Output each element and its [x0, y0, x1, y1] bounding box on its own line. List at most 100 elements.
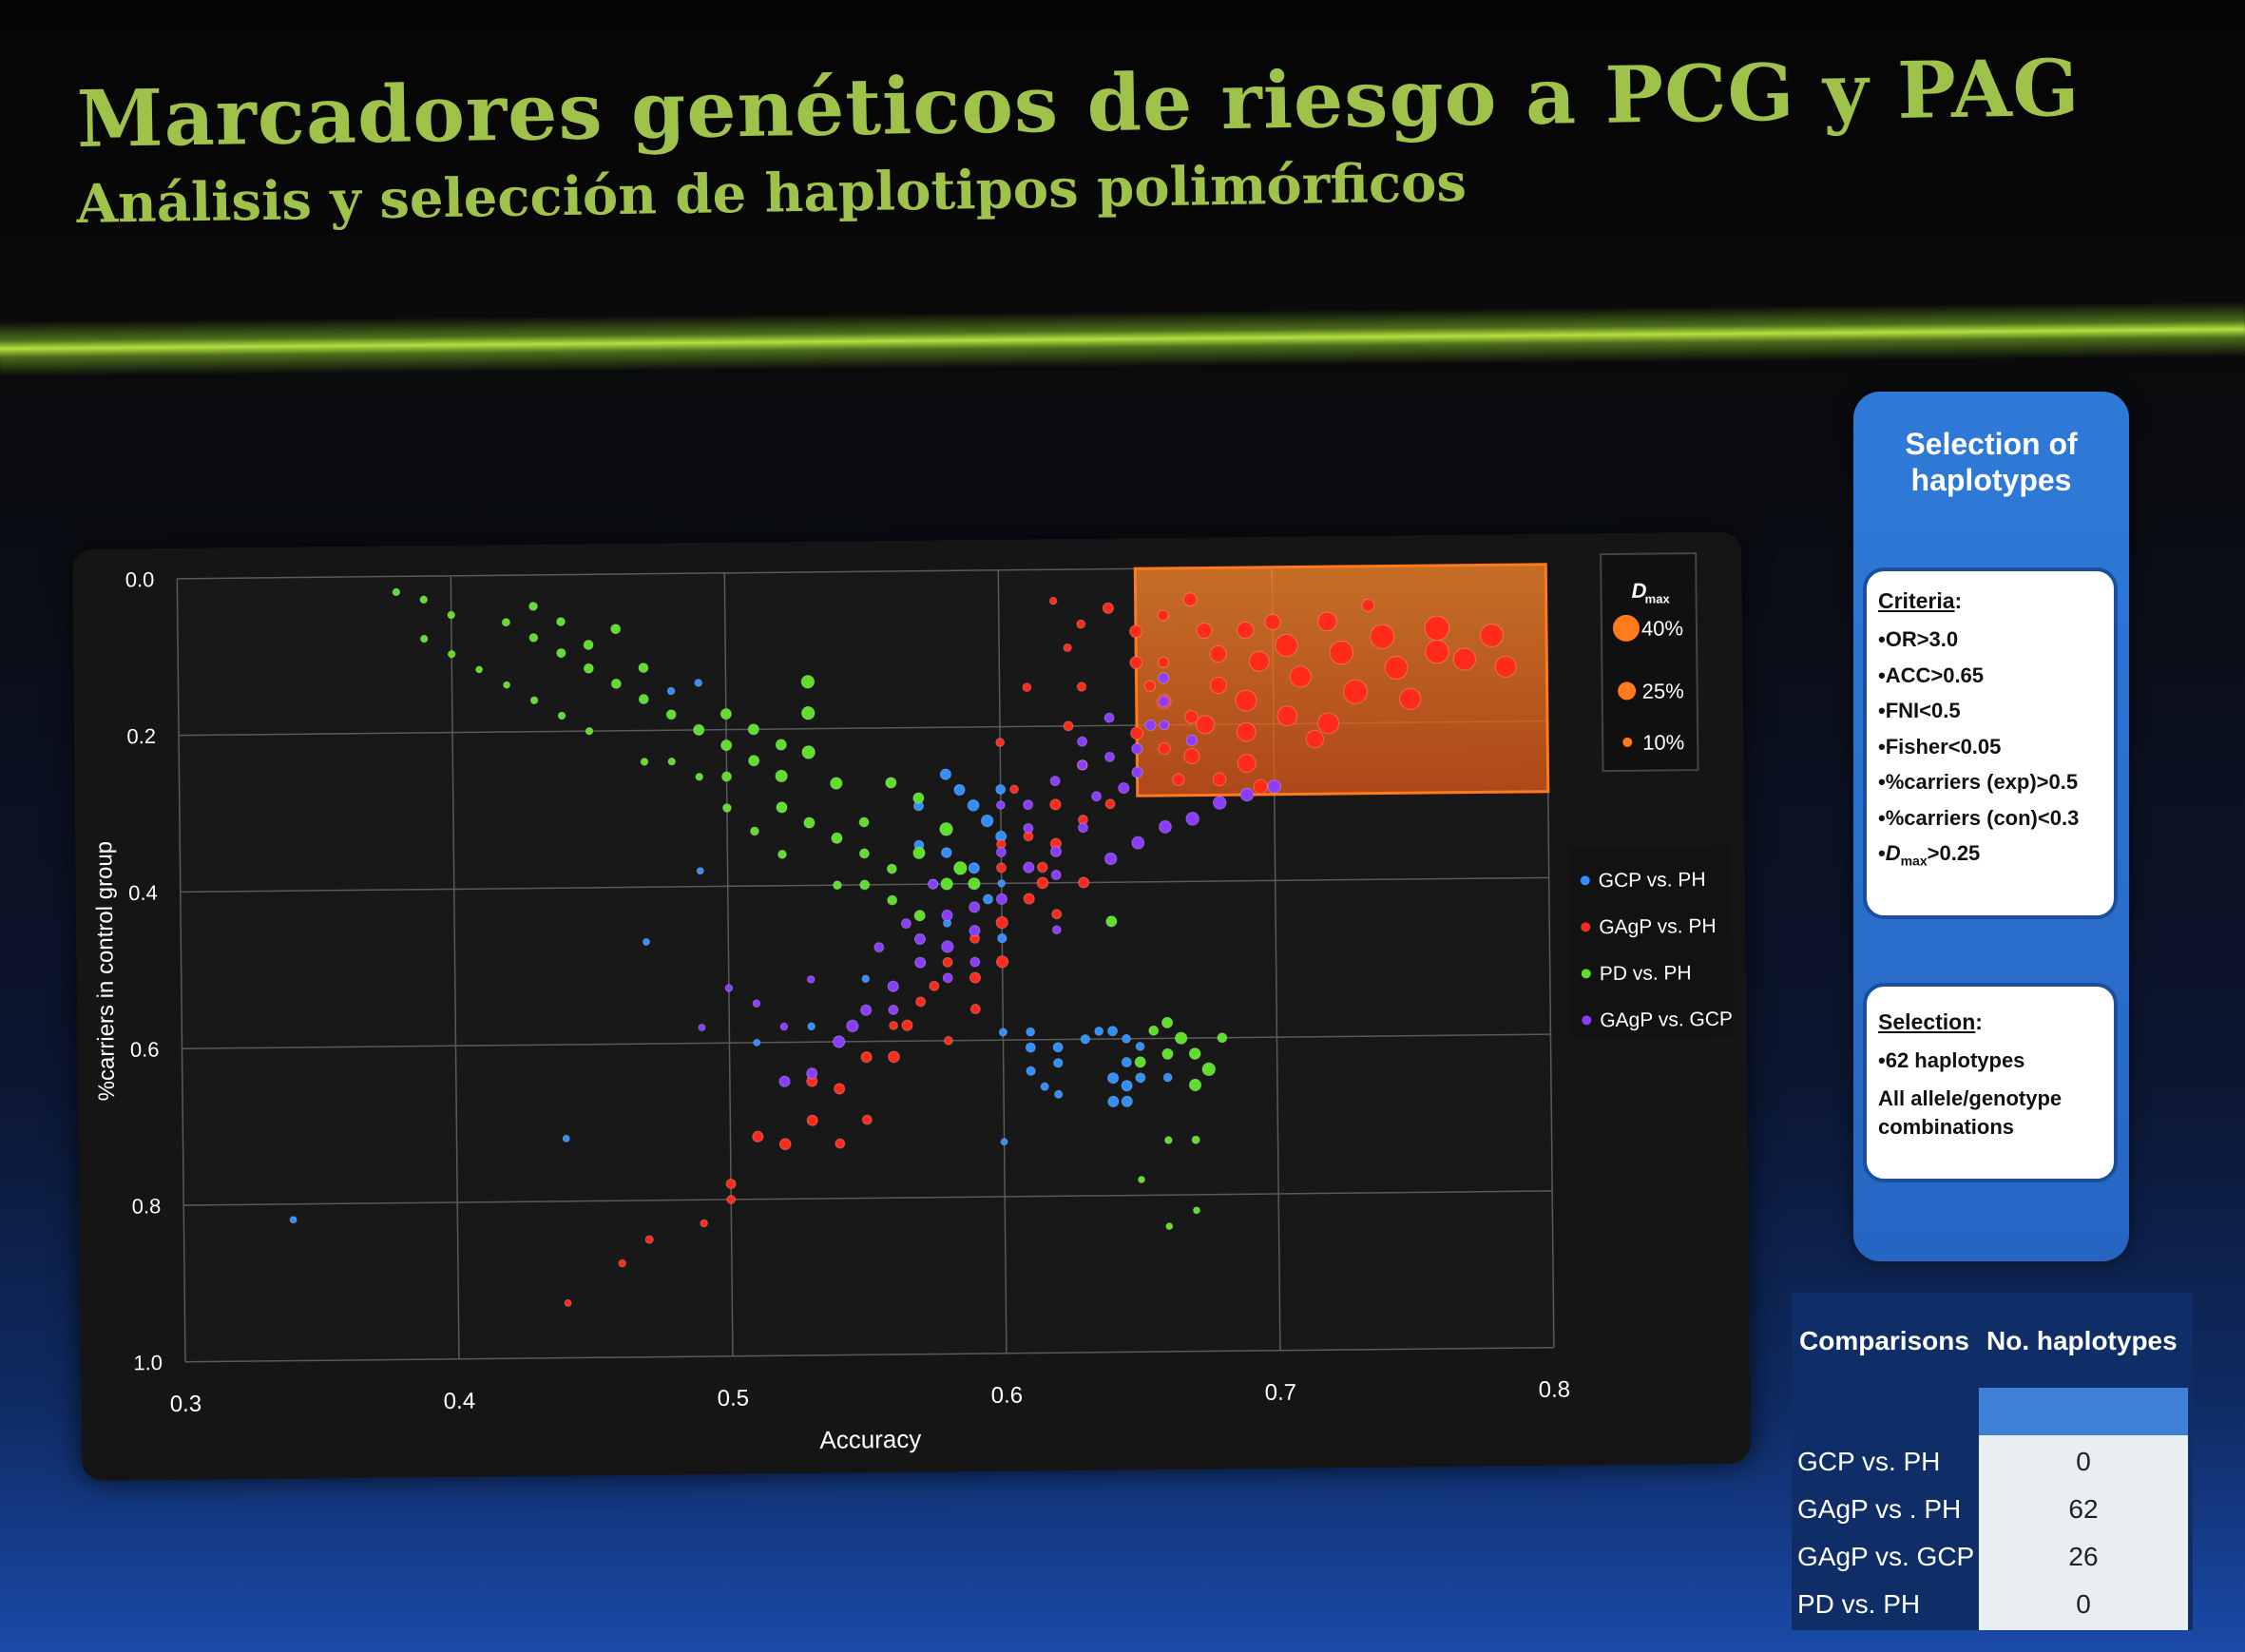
data-point: [1158, 819, 1172, 834]
y-tick-label: 0.2: [126, 724, 156, 748]
data-point: [1480, 624, 1504, 647]
data-point: [913, 910, 926, 922]
criteria-item: •Fisher<0.05: [1878, 734, 2002, 759]
data-point: [1049, 798, 1062, 811]
data-point: [1217, 1032, 1228, 1044]
data-point: [529, 696, 539, 705]
data-point: [913, 932, 927, 946]
data-point: [1370, 624, 1395, 649]
data-point: [1054, 1089, 1064, 1099]
data-point: [640, 758, 649, 766]
series-legend-marker: [1581, 969, 1591, 979]
data-point: [1343, 679, 1369, 704]
criteria-item: •OR>3.0: [1878, 627, 1959, 651]
selection-box: Selection: •62 haplotypes All allele/gen…: [1863, 983, 2118, 1182]
data-point: [289, 1216, 297, 1224]
data-point: [556, 617, 566, 626]
data-point: [610, 678, 622, 689]
data-point: [720, 739, 733, 752]
data-point: [776, 801, 788, 814]
data-point: [1236, 721, 1257, 742]
data-point: [1172, 773, 1185, 787]
data-point: [1107, 1095, 1120, 1107]
data-point: [1094, 1026, 1104, 1036]
table-value-column: [1979, 1435, 2188, 1630]
data-point: [583, 663, 594, 674]
table-row-value: 0: [2076, 1589, 2091, 1619]
data-point: [779, 1022, 789, 1031]
data-point: [1107, 1026, 1119, 1037]
data-point: [860, 1004, 873, 1016]
data-point: [1148, 1025, 1160, 1036]
table-row-name: GAgP vs . PH: [1797, 1494, 1962, 1524]
data-point: [929, 980, 940, 991]
data-point: [1188, 1047, 1201, 1060]
data-point: [996, 862, 1007, 874]
data-point: [1023, 893, 1035, 905]
y-grid-line: [182, 1033, 1551, 1049]
criteria-box: Criteria: •OR>3.0 •ACC>0.65 •FNI<0.5 •Fishe…: [1863, 567, 2118, 919]
criteria-item: •ACC>0.65: [1878, 663, 1985, 687]
data-point: [1162, 1072, 1173, 1083]
data-point: [447, 649, 456, 659]
data-point: [562, 1134, 570, 1143]
data-point: [610, 624, 622, 635]
selection-header: Selection:: [1878, 1009, 1983, 1034]
data-point: [886, 863, 897, 874]
data-point: [1267, 779, 1281, 794]
data-point: [666, 686, 676, 696]
data-point: [859, 879, 871, 891]
series-legend: GCP vs. PH GAgP vs. PH PD vs. PH GAgP vs. G…: [1569, 845, 1734, 1038]
data-point: [1158, 741, 1171, 756]
data-point: [858, 816, 870, 828]
data-point: [968, 862, 980, 874]
data-point: [1121, 1095, 1133, 1107]
x-grid-line: [723, 572, 734, 1356]
data-point: [941, 940, 954, 953]
data-point: [556, 647, 566, 659]
data-point: [968, 876, 981, 891]
data-point: [700, 1219, 708, 1228]
data-point: [940, 847, 952, 858]
data-point: [724, 984, 734, 992]
data-point: [969, 1004, 981, 1015]
size-legend-marker: [1618, 682, 1637, 701]
data-point: [1040, 1082, 1049, 1091]
data-point: [528, 632, 539, 643]
data-point: [915, 996, 927, 1008]
data-point: [721, 803, 732, 813]
series-legend-marker: [1581, 922, 1591, 932]
data-point: [1052, 1042, 1064, 1053]
data-point: [1275, 633, 1298, 658]
data-point: [1063, 720, 1074, 732]
size-legend-marker: [1622, 737, 1633, 747]
data-point: [1131, 766, 1143, 778]
data-point: [887, 894, 898, 906]
data-point: [1051, 925, 1062, 935]
data-point: [831, 832, 843, 844]
data-point: [912, 792, 925, 804]
data-point: [583, 639, 594, 650]
data-point: [1237, 621, 1255, 640]
data-point: [1022, 682, 1032, 692]
data-point: [806, 1114, 818, 1126]
table-row-name: GAgP vs. GCP: [1797, 1542, 1975, 1571]
selection-title-line1: Selection of: [1905, 427, 2078, 461]
y-tick-label: 0.0: [125, 567, 155, 591]
data-point: [1185, 734, 1198, 747]
data-point: [953, 861, 968, 875]
slide-subtitle: Análisis y selección de haplotipos polim…: [76, 151, 1468, 236]
x-tick-label: 0.8: [1539, 1377, 1571, 1403]
y-tick-label: 0.8: [132, 1194, 162, 1218]
data-point: [698, 1024, 706, 1032]
data-point: [693, 723, 705, 737]
data-point: [1077, 759, 1088, 771]
data-point: [1264, 613, 1281, 630]
series-legend-label: GAgP vs. GCP: [1600, 1008, 1733, 1031]
data-point: [928, 878, 939, 890]
data-point: [748, 755, 760, 767]
data-point: [1161, 1047, 1174, 1060]
size-legend-label: 10%: [1642, 730, 1684, 754]
y-grid-line: [184, 1346, 1554, 1363]
x-tick-label: 0.5: [718, 1386, 750, 1412]
